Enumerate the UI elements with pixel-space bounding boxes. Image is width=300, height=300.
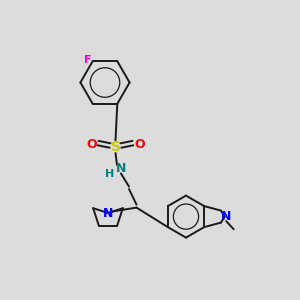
Text: H: H — [106, 169, 115, 179]
Text: F: F — [84, 55, 91, 65]
Text: N: N — [221, 210, 231, 223]
Text: N: N — [103, 206, 113, 220]
Text: N: N — [116, 162, 126, 176]
Text: O: O — [134, 137, 145, 151]
Text: O: O — [86, 137, 97, 151]
Text: S: S — [110, 140, 121, 154]
